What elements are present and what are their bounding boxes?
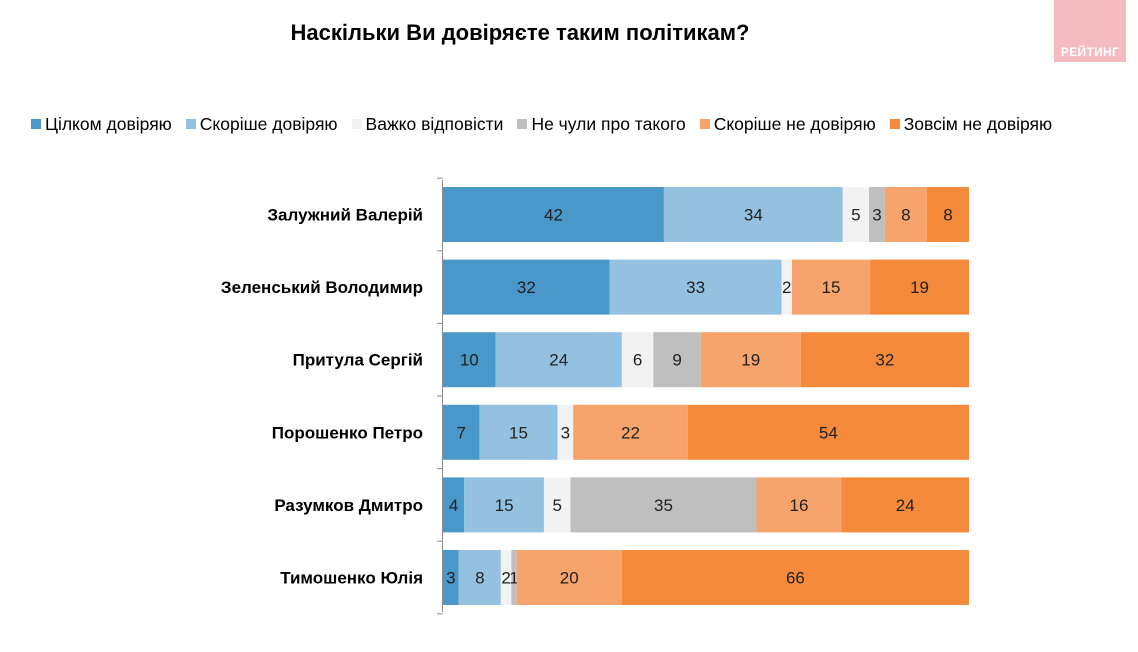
data-label: 10: [460, 351, 479, 370]
bar-segment: [464, 477, 544, 533]
bar-segment: [443, 187, 664, 242]
legend-swatch: [517, 119, 528, 129]
legend-label: Цілком довіряю: [45, 114, 172, 134]
data-label: 19: [910, 278, 929, 297]
bar-segment: [609, 259, 782, 315]
bar-segment: [443, 259, 610, 315]
data-label: 24: [549, 351, 568, 370]
data-label: 15: [495, 496, 514, 515]
data-label: 16: [790, 496, 809, 515]
bar-segment: [756, 477, 842, 533]
bar-segment: [573, 404, 688, 460]
data-label: 66: [786, 569, 805, 588]
rating-logo: РЕЙТИНГ: [1054, 0, 1126, 62]
bar-segment: [443, 332, 496, 388]
bar-segment: [500, 550, 512, 605]
legend-item: Зовсім не довіряю: [889, 114, 1053, 135]
data-label: 4: [449, 496, 458, 515]
category-label: Зеленський Володимир: [221, 278, 423, 297]
data-label: 6: [633, 351, 642, 370]
data-label: 7: [456, 423, 465, 442]
bar-segment: [479, 404, 558, 460]
data-label: 22: [621, 423, 640, 442]
logo-text: РЕЙТИНГ: [1060, 45, 1120, 59]
bar-segment: [621, 332, 654, 388]
legend-swatch: [185, 119, 196, 129]
legend-swatch: [699, 119, 710, 129]
bar-segment: [621, 550, 969, 605]
category-label: Притула Сергій: [293, 351, 423, 370]
bar-segment: [926, 187, 969, 242]
data-label: 35: [654, 496, 673, 515]
data-label: 1: [509, 569, 518, 588]
bar-segment: [543, 477, 571, 533]
data-label: 33: [686, 278, 705, 297]
legend-item: Важко відповісти: [351, 114, 504, 135]
data-label: 3: [446, 569, 455, 588]
data-label: 8: [475, 569, 484, 588]
data-label: 42: [544, 206, 563, 225]
legend-label: Зовсім не довіряю: [903, 114, 1053, 134]
data-label: 24: [896, 496, 915, 515]
bar-segment: [687, 404, 969, 460]
legend-label: Не чули про такого: [531, 114, 686, 134]
bar-segment: [511, 550, 517, 605]
bar-segment: [869, 187, 885, 242]
bar-segment: [458, 550, 501, 605]
bar-segment: [443, 477, 465, 533]
bar-segment: [800, 332, 969, 388]
bar-segment: [557, 404, 574, 460]
data-label: 5: [851, 206, 860, 225]
bar-segment: [870, 259, 969, 315]
data-label: 20: [560, 569, 579, 588]
data-label: 15: [509, 423, 528, 442]
legend-item: Цілком довіряю: [31, 114, 172, 135]
category-label: Залужний Валерій: [267, 206, 423, 225]
legend-label: Скоріше не довіряю: [713, 114, 876, 134]
legend-label: Важко відповісти: [365, 114, 504, 134]
legend-item: Скоріше довіряю: [185, 114, 338, 135]
bar-segment: [700, 332, 801, 388]
data-label: 2: [501, 569, 510, 588]
bar-segment: [841, 477, 969, 533]
bar-segment: [495, 332, 622, 388]
category-label: Порошенко Петро: [272, 423, 423, 442]
bar-segment: [443, 404, 480, 460]
data-label: 32: [875, 351, 894, 370]
legend-item: Не чули про такого: [517, 114, 686, 135]
bar-segment: [842, 187, 870, 242]
data-label: 15: [822, 278, 841, 297]
legend-swatch: [31, 119, 41, 129]
bar-segment: [443, 550, 459, 605]
bar-segment: [653, 332, 701, 388]
category-label: Разумков Дмитро: [274, 496, 423, 515]
bar-segment: [884, 187, 927, 242]
data-label: 8: [901, 206, 910, 225]
bar-segment: [516, 550, 622, 605]
data-label: 3: [561, 423, 570, 442]
bar-segment: [781, 259, 792, 315]
data-label: 54: [819, 423, 838, 442]
legend-item: Скоріше не довіряю: [699, 114, 876, 135]
legend-swatch: [889, 119, 900, 129]
data-label: 9: [672, 351, 681, 370]
bar-segment: [570, 477, 757, 533]
bar-segment: [663, 187, 843, 242]
data-label: 19: [741, 351, 760, 370]
data-label: 5: [552, 496, 561, 515]
data-label: 32: [517, 278, 536, 297]
category-label: Тимошенко Юлія: [280, 569, 423, 588]
data-label: 34: [744, 206, 763, 225]
data-label: 8: [943, 206, 952, 225]
chart-title: Наскільки Ви довіряєте таким політикам?: [290, 20, 750, 45]
chart-legend: Цілком довіряю Скоріше довіряю Важко відпо…: [31, 114, 1066, 135]
legend-label: Скоріше довіряю: [199, 114, 338, 134]
legend-swatch: [351, 119, 362, 129]
bar-segment: [791, 259, 871, 315]
data-label: 2: [782, 278, 791, 297]
data-label: 3: [872, 206, 881, 225]
